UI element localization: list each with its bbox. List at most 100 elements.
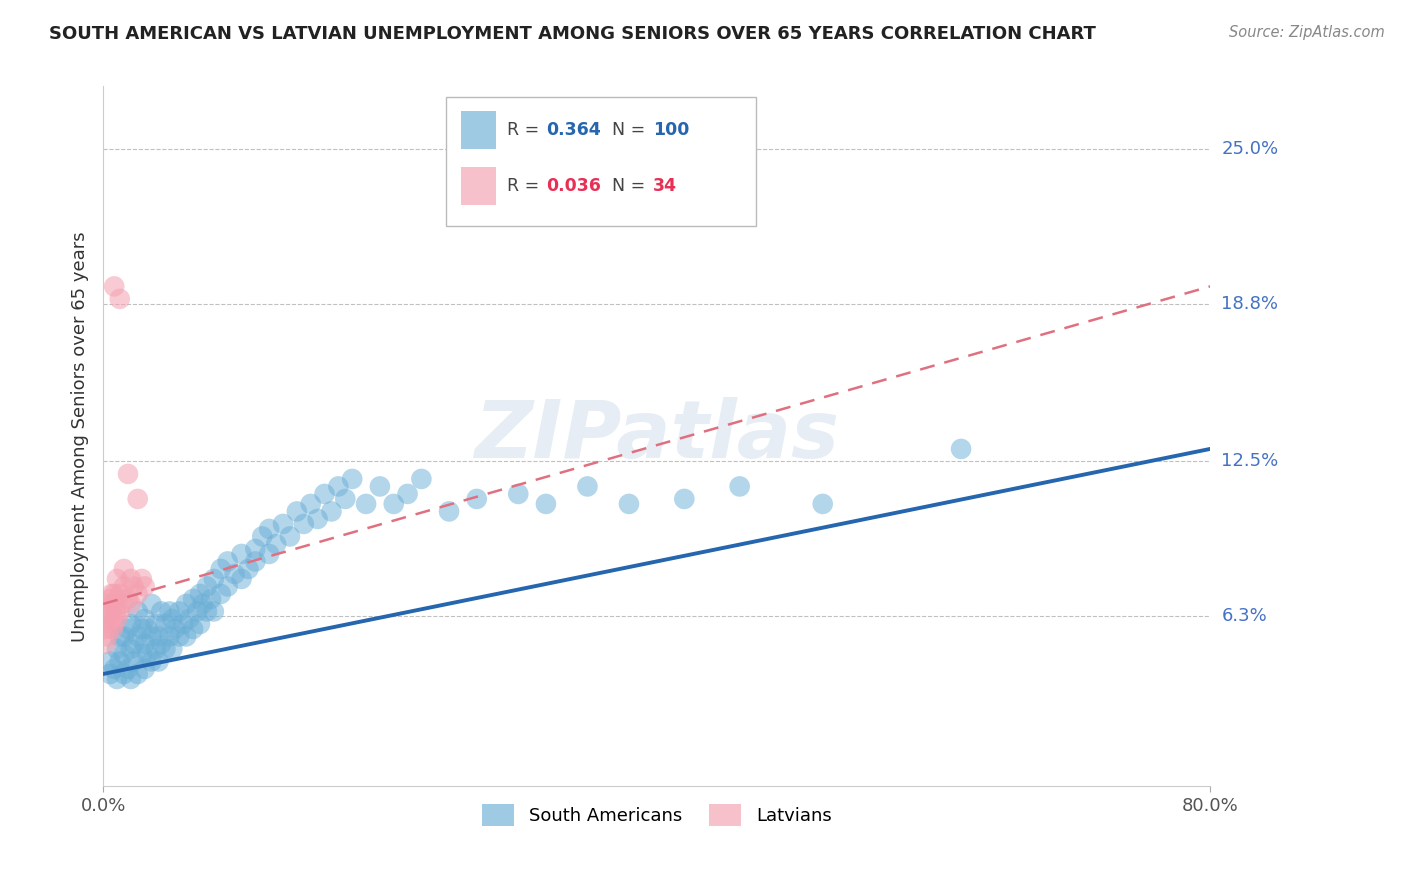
South Americans [264,537,287,551]
Text: 6.3%: 6.3% [1222,607,1267,625]
Text: 12.5%: 12.5% [1222,452,1278,470]
South Americans [162,642,184,657]
South Americans [145,642,167,657]
Text: 100: 100 [654,121,690,139]
South Americans [134,637,156,651]
Latvians [131,572,153,586]
Latvians [105,591,128,606]
South Americans [150,604,173,618]
South Americans [238,562,260,576]
South Americans [811,497,834,511]
South Americans [209,562,232,576]
South Americans [950,442,973,456]
South Americans [112,647,135,661]
Latvians [120,597,142,611]
South Americans [131,647,153,661]
Latvians [108,604,131,618]
FancyBboxPatch shape [461,111,496,149]
Latvians [103,616,125,631]
South Americans [217,579,239,593]
South Americans [202,572,225,586]
South Americans [231,572,253,586]
Latvians [127,491,149,506]
South Americans [117,622,139,636]
Latvians [112,562,135,576]
South Americans [112,630,135,644]
South Americans [217,554,239,568]
Text: ZIPatlas: ZIPatlas [474,398,839,475]
South Americans [162,612,184,626]
South Americans [307,512,329,526]
South Americans [120,672,142,686]
South Americans [252,529,274,543]
Latvians [112,579,135,593]
South Americans [122,655,145,669]
South Americans [148,655,170,669]
Latvians [100,604,122,618]
South Americans [136,647,159,661]
Text: Source: ZipAtlas.com: Source: ZipAtlas.com [1229,25,1385,40]
South Americans [141,597,163,611]
Text: N =: N = [613,178,651,195]
South Americans [508,487,530,501]
South Americans [278,529,301,543]
Text: SOUTH AMERICAN VS LATVIAN UNEMPLOYMENT AMONG SENIORS OVER 65 YEARS CORRELATION C: SOUTH AMERICAN VS LATVIAN UNEMPLOYMENT A… [49,25,1097,43]
South Americans [177,612,200,626]
South Americans [134,662,156,676]
South Americans [576,479,599,493]
South Americans [321,504,343,518]
South Americans [396,487,419,501]
South Americans [98,667,121,681]
Latvians [97,616,120,631]
South Americans [148,630,170,644]
South Americans [181,591,204,606]
Text: 34: 34 [654,178,678,195]
South Americans [127,604,149,618]
Latvians [105,572,128,586]
Latvians [117,591,139,606]
South Americans [534,497,557,511]
Latvians [108,587,131,601]
South Americans [188,616,211,631]
South Americans [195,604,218,618]
Text: 18.8%: 18.8% [1222,295,1278,313]
Y-axis label: Unemployment Among Seniors over 65 years: Unemployment Among Seniors over 65 years [72,231,89,641]
South Americans [159,630,181,644]
Latvians [97,597,120,611]
South Americans [134,612,156,626]
South Americans [155,642,177,657]
South Americans [209,587,232,601]
South Americans [202,604,225,618]
Latvians [120,572,142,586]
South Americans [335,491,357,506]
FancyBboxPatch shape [461,167,496,205]
South Americans [122,637,145,651]
South Americans [292,516,315,531]
Text: R =: R = [508,121,546,139]
South Americans [108,630,131,644]
South Americans [271,516,294,531]
South Americans [411,472,433,486]
South Americans [150,637,173,651]
Latvians [100,587,122,601]
Latvians [98,591,121,606]
Latvians [104,604,127,618]
South Americans [382,497,405,511]
South Americans [257,547,280,561]
Latvians [127,587,149,601]
South Americans [120,642,142,657]
Latvians [96,630,118,644]
South Americans [186,604,208,618]
South Americans [174,630,197,644]
South Americans [155,616,177,631]
South Americans [195,579,218,593]
South Americans [112,667,135,681]
South Americans [328,479,350,493]
South Americans [136,622,159,636]
Latvians [94,622,117,636]
Latvians [105,612,128,626]
South Americans [167,604,190,618]
South Americans [224,566,246,581]
South Americans [120,616,142,631]
South Americans [105,642,128,657]
